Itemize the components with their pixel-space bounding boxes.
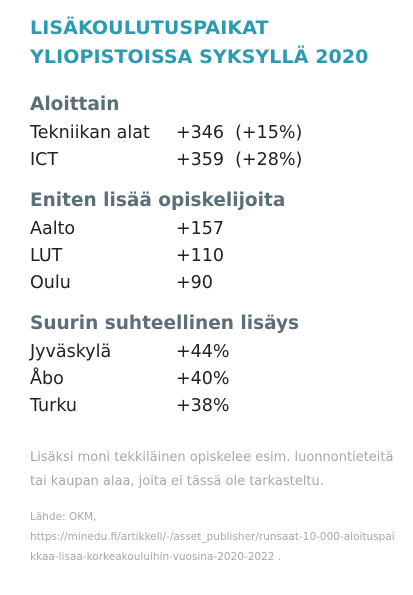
row-value: +157 [176,219,225,239]
section-most-students: Eniten lisää opiskelijoita Aalto +157 LU… [30,188,395,297]
source-url: https://minedu.fi/artikkeli/-/asset_publ… [30,531,395,563]
section-heading-relative-increase: Suurin suhteellinen lisäys [30,313,300,334]
row-value: +359 [176,150,225,170]
row-value: +44% [176,342,230,362]
row-percent: (+15%) [235,123,303,143]
table-row: Åbo +40% [30,366,395,393]
source-citation: Lähde: OKM, https://minedu.fi/artikkeli/… [30,507,395,567]
row-value: +38% [176,396,230,416]
table-row: Aalto +157 [30,216,395,243]
row-percent: (+28%) [235,150,303,170]
row-name: ICT [30,150,59,170]
row-name: Turku [30,396,78,416]
table-row: ICT +359 (+28%) [30,147,395,174]
row-value: +40% [176,369,230,389]
table-row: Turku +38% [30,393,395,420]
row-value: +110 [176,246,225,266]
table-row: Jyväskylä +44% [30,339,395,366]
row-name: Tekniikan alat [30,123,150,143]
section-relative-increase: Suurin suhteellinen lisäys Jyväskylä +44… [30,311,395,420]
title-line-1: LISÄKOULUTUSPAIKAT [30,17,269,39]
table-row: LUT +110 [30,243,395,270]
title-line-2: YLIOPISTOISSA SYKSYLLÄ 2020 [30,46,369,68]
row-name: Jyväskylä [30,342,112,362]
row-name: LUT [30,246,63,266]
row-value: +90 [176,273,213,293]
footnote: Lisäksi moni tekkiläinen opiskelee esim.… [30,450,394,489]
row-value: +346 [176,123,225,143]
section-heading-most-students: Eniten lisää opiskelijoita [30,190,286,211]
row-name: Oulu [30,273,71,293]
page-title: LISÄKOULUTUSPAIKAT YLIOPISTOISSA SYKSYLL… [30,14,395,72]
row-name: Åbo [30,369,64,389]
section-by-field: Aloittain Tekniikan alat +346 (+15%) ICT… [30,92,395,174]
table-row: Oulu +90 [30,270,395,297]
source-label: Lähde: OKM, [30,511,97,523]
section-heading-by-field: Aloittain [30,94,120,115]
row-name: Aalto [30,219,76,239]
table-row: Tekniikan alat +346 (+15%) [30,120,395,147]
